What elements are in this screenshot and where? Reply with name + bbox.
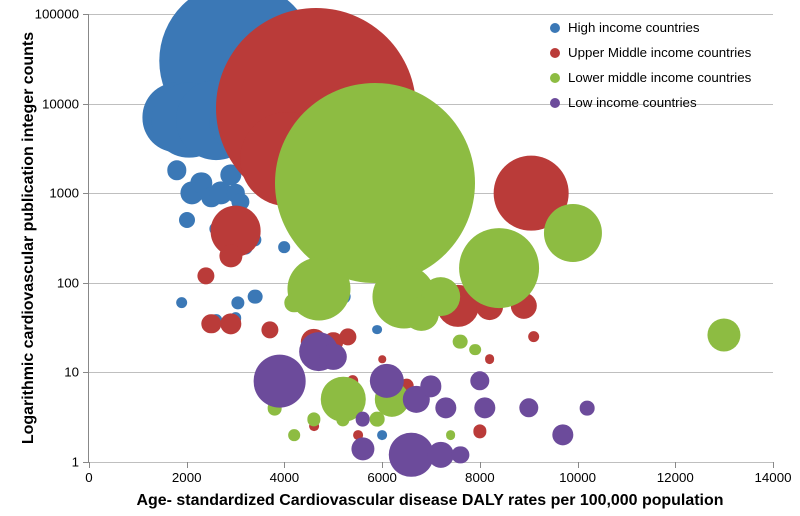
bubble-point — [528, 331, 540, 343]
bubble-point — [708, 319, 741, 352]
bubble-point — [198, 267, 215, 284]
bubble-point — [470, 371, 489, 390]
bubble-point — [261, 321, 278, 338]
y-gridline — [89, 372, 773, 373]
bubble-point — [420, 376, 441, 397]
bubble-point — [320, 343, 346, 369]
legend-label: Low income countries — [568, 95, 697, 110]
bubble-point — [404, 297, 438, 331]
bubble-point — [275, 83, 475, 283]
legend-item: Low income countries — [550, 95, 751, 110]
bubble-point — [452, 446, 469, 463]
bubble-point — [288, 429, 300, 441]
legend-marker — [550, 23, 560, 33]
legend-label: Lower middle income countries — [568, 70, 751, 85]
bubble-point — [253, 355, 306, 408]
legend: High income countries Upper Middle income… — [550, 20, 751, 120]
x-tick-label: 2000 — [172, 462, 202, 485]
bubble-point — [336, 413, 349, 426]
x-tick-label: 12000 — [657, 462, 694, 485]
bubble-point — [201, 314, 220, 333]
legend-marker — [550, 98, 560, 108]
y-tick-label: 100 — [57, 275, 89, 290]
bubble-point — [279, 241, 291, 253]
bubble-point — [428, 442, 454, 468]
y-tick-label: 10000 — [42, 96, 89, 111]
bubble-point — [446, 430, 456, 440]
bubble-point — [167, 161, 186, 180]
bubble-point — [469, 344, 481, 356]
x-tick-label: 4000 — [270, 462, 300, 485]
bubble-point — [339, 328, 356, 345]
bubble-point — [372, 325, 382, 335]
legend-item: Lower middle income countries — [550, 70, 751, 85]
bubble-point — [355, 412, 370, 427]
y-axis-title: Logarithmic cardiovascular publication i… — [20, 32, 38, 444]
bubble-point — [435, 397, 456, 418]
bubble-point — [453, 334, 468, 349]
y-tick-label: 100000 — [35, 7, 89, 22]
bubble-chart: Logarithmic cardiovascular publication i… — [0, 0, 800, 516]
bubble-point — [370, 412, 385, 427]
legend-label: Upper Middle income countries — [568, 45, 751, 60]
x-tick-label: 0 — [85, 462, 92, 485]
legend-marker — [550, 73, 560, 83]
bubble-point — [552, 424, 573, 445]
bubble-point — [474, 397, 495, 418]
x-tick-label: 10000 — [559, 462, 596, 485]
bubble-point — [544, 204, 602, 262]
bubble-point — [176, 297, 188, 309]
bubble-point — [378, 356, 385, 363]
bubble-point — [220, 313, 241, 334]
bubble-point — [459, 228, 539, 308]
bubble-point — [485, 354, 495, 364]
bubble-point — [179, 212, 195, 228]
y-tick-label: 1000 — [49, 186, 89, 201]
x-tick-label: 8000 — [465, 462, 495, 485]
bubble-point — [580, 401, 595, 416]
x-axis-title: Age- standardized Cardiovascular disease… — [137, 492, 724, 510]
y-tick-label: 10 — [64, 365, 89, 380]
bubble-point — [219, 244, 242, 267]
legend-item: High income countries — [550, 20, 751, 35]
legend-label: High income countries — [568, 20, 700, 35]
x-tick-label: 14000 — [755, 462, 792, 485]
bubble-point — [231, 296, 244, 309]
bubble-point — [377, 430, 387, 440]
bubble-point — [473, 425, 486, 438]
legend-item: Upper Middle income countries — [550, 45, 751, 60]
bubble-point — [519, 398, 538, 417]
bubble-point — [351, 437, 374, 460]
legend-marker — [550, 48, 560, 58]
bubble-point — [248, 289, 263, 304]
